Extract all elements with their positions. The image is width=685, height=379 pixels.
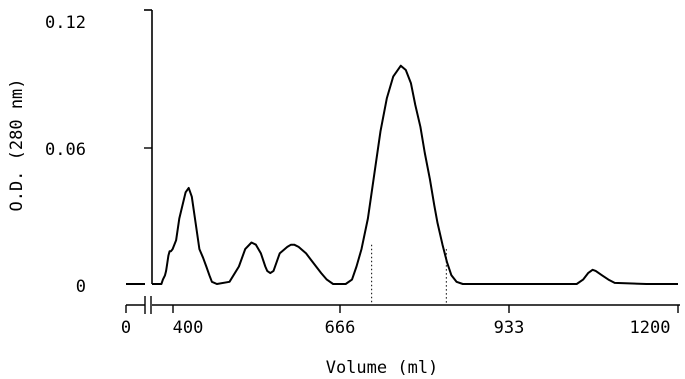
y-tick-label-0.12: 0.12 bbox=[45, 13, 86, 33]
y-axis-title: O.D. (280 nm) bbox=[7, 78, 27, 211]
series-line-0 bbox=[152, 64, 678, 285]
y-tick-label-0.06: 0.06 bbox=[45, 140, 86, 160]
y-tick-label-0: 0 bbox=[76, 277, 86, 297]
x-tick-label-1200: 1200 bbox=[630, 318, 671, 338]
x-tick-label-933: 933 bbox=[494, 318, 525, 338]
series-layer bbox=[126, 64, 678, 285]
x-tick-label-400: 400 bbox=[173, 318, 204, 338]
x-tick-label-666: 666 bbox=[325, 318, 356, 338]
annotation-layer bbox=[371, 244, 447, 305]
x-axis-title: Volume (ml) bbox=[326, 358, 439, 378]
x-tick-label-0: 0 bbox=[121, 318, 131, 338]
